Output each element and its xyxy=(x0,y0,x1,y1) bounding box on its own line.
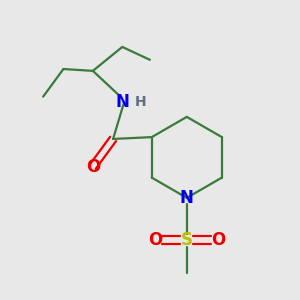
Text: S: S xyxy=(181,231,193,249)
Text: H: H xyxy=(135,95,146,109)
Text: O: O xyxy=(86,158,100,175)
Text: O: O xyxy=(148,231,163,249)
Text: N: N xyxy=(116,93,129,111)
Text: O: O xyxy=(211,231,225,249)
Text: N: N xyxy=(180,189,194,207)
